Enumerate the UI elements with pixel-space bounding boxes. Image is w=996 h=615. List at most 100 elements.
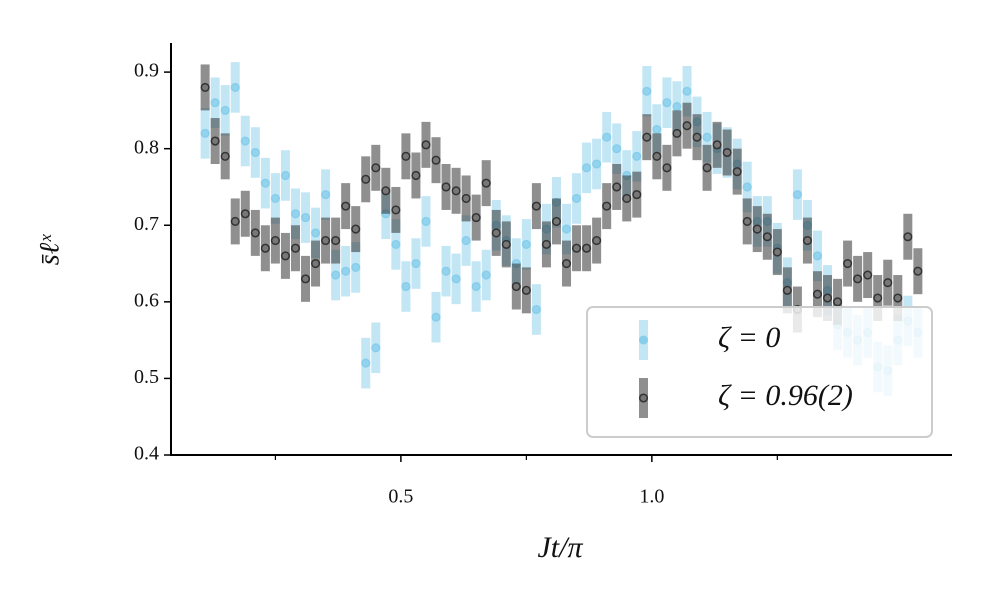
point	[300, 213, 311, 223]
point	[401, 151, 411, 161]
point	[672, 128, 682, 138]
point	[682, 86, 692, 96]
point	[371, 343, 381, 353]
point	[883, 278, 893, 288]
point	[531, 201, 541, 211]
point	[210, 136, 220, 146]
point	[642, 132, 652, 142]
point	[401, 281, 411, 292]
point	[561, 224, 572, 234]
point	[602, 132, 612, 142]
point	[250, 147, 260, 158]
point	[451, 186, 461, 196]
point	[752, 224, 762, 234]
point	[361, 358, 371, 368]
legend: ζ = 0 ζ = 0.96(2)	[586, 306, 933, 438]
point	[833, 297, 843, 307]
y-tick-label: 0.5	[134, 366, 159, 388]
point	[702, 132, 712, 142]
point	[230, 82, 240, 92]
point	[863, 270, 873, 280]
point	[260, 178, 270, 188]
point	[471, 213, 481, 223]
point	[311, 259, 321, 269]
point	[822, 293, 833, 303]
point	[511, 281, 521, 292]
y-tick-label: 0.6	[134, 289, 159, 311]
point	[742, 216, 752, 226]
point	[531, 304, 541, 315]
y-tick-label: 0.7	[134, 213, 159, 235]
point	[280, 251, 290, 261]
point	[712, 140, 722, 150]
point	[572, 243, 582, 253]
point	[732, 167, 742, 177]
point	[351, 224, 361, 234]
legend-box	[586, 306, 933, 438]
point	[501, 239, 511, 249]
x-axis-label: Jt/π	[537, 531, 583, 564]
point	[642, 86, 652, 96]
point	[782, 285, 792, 295]
legend-label: ζ = 0.96(2)	[718, 379, 853, 412]
point	[662, 163, 672, 173]
y-axis-label: s̄ℓˣ	[34, 234, 65, 266]
point	[572, 193, 582, 204]
legend-marker	[638, 335, 649, 345]
y-tick-label: 0.4	[134, 443, 159, 465]
point	[592, 159, 602, 169]
point	[220, 105, 230, 115]
point	[662, 98, 672, 108]
point	[521, 285, 531, 295]
point	[682, 121, 692, 131]
point	[290, 209, 301, 219]
point	[481, 270, 491, 280]
y-tick-label: 0.8	[134, 136, 159, 158]
point	[421, 216, 431, 226]
point	[411, 259, 421, 269]
point	[913, 266, 923, 276]
point	[321, 236, 331, 246]
point	[541, 239, 551, 249]
point	[602, 201, 612, 211]
point	[260, 243, 270, 253]
point	[220, 151, 230, 161]
point	[391, 205, 401, 215]
point	[200, 82, 210, 92]
point	[351, 262, 361, 272]
point	[702, 163, 712, 173]
point	[391, 239, 401, 249]
point	[893, 293, 903, 303]
point	[903, 232, 913, 242]
point	[843, 259, 853, 269]
point	[290, 243, 301, 253]
point	[632, 151, 642, 161]
point	[582, 163, 592, 173]
point	[321, 190, 331, 200]
point	[652, 151, 662, 161]
point	[230, 216, 240, 226]
point	[441, 266, 451, 276]
plot-area	[200, 62, 923, 397]
point	[361, 174, 371, 184]
x-tick-label: 0.5	[388, 486, 413, 508]
point	[692, 132, 702, 142]
point	[331, 236, 341, 246]
point	[311, 228, 321, 238]
point	[371, 163, 381, 173]
point	[431, 155, 441, 165]
point	[481, 178, 491, 188]
point	[240, 209, 250, 219]
point	[652, 124, 662, 135]
point	[722, 147, 732, 158]
point	[451, 274, 461, 284]
point	[381, 186, 391, 196]
point	[471, 281, 481, 292]
point	[632, 190, 642, 200]
legend-label: ζ = 0	[718, 321, 780, 354]
point	[853, 274, 863, 284]
point	[200, 128, 210, 138]
point	[612, 144, 622, 154]
point	[421, 140, 431, 150]
